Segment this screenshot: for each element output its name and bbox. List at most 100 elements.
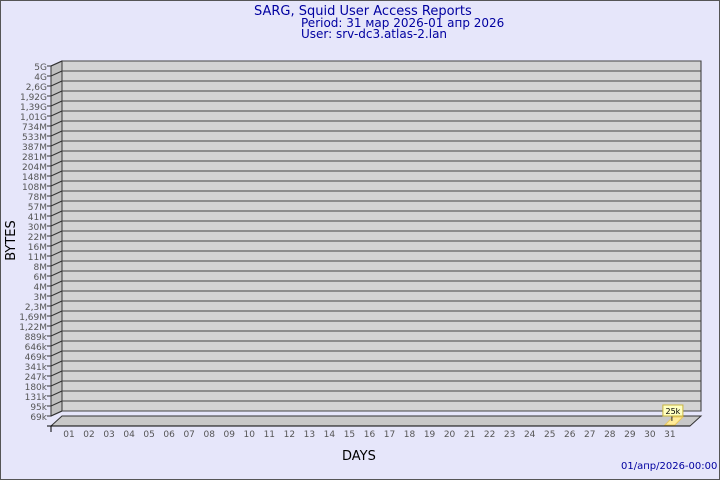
gridline-depth bbox=[50, 150, 63, 157]
gridline-depth bbox=[50, 200, 63, 207]
y-tick-label: 2,3M bbox=[25, 303, 47, 313]
y-tick-label: 78M bbox=[28, 193, 47, 203]
gridline-depth bbox=[50, 290, 63, 297]
gridline-depth bbox=[50, 370, 63, 377]
y-axis-label: BYTES bbox=[3, 220, 19, 261]
x-tick-label: 01 bbox=[63, 430, 74, 440]
y-tick-label: 533M bbox=[22, 133, 47, 143]
gridline-depth bbox=[50, 80, 63, 87]
y-tick-label: 1,69M bbox=[19, 313, 47, 323]
gridline-depth bbox=[50, 260, 63, 267]
gridline-depth bbox=[50, 110, 63, 117]
x-tick-label: 15 bbox=[344, 430, 355, 440]
gridline-depth bbox=[50, 170, 63, 177]
gridline-depth bbox=[50, 190, 63, 197]
chart-period: Period: 31 мар 2026-01 апр 2026 bbox=[301, 16, 505, 30]
x-tick-label: 05 bbox=[143, 430, 154, 440]
x-tick-label: 08 bbox=[203, 430, 215, 440]
y-tick-label: 247k bbox=[25, 373, 48, 383]
y-tick-label: 180k bbox=[25, 383, 48, 393]
y-tick-label: 22M bbox=[28, 233, 47, 243]
y-tick-label: 281M bbox=[22, 153, 47, 163]
y-tick-label: 5G bbox=[34, 63, 47, 73]
gridline-depth bbox=[50, 230, 63, 237]
gridline-depth bbox=[50, 60, 63, 67]
footer-timestamp: 01/апр/2026-00:00 bbox=[621, 461, 718, 472]
x-tick-label: 20 bbox=[444, 430, 456, 440]
y-tick-label: 2,6G bbox=[26, 83, 47, 93]
x-tick-label: 07 bbox=[183, 430, 194, 440]
x-tick-label: 27 bbox=[584, 430, 595, 440]
x-tick-label: 11 bbox=[264, 430, 275, 440]
y-tick-label: 95k bbox=[30, 403, 47, 413]
gridline-depth bbox=[50, 310, 63, 317]
x-tick-label: 18 bbox=[404, 430, 416, 440]
y-tick-label: 8M bbox=[34, 263, 48, 273]
gridline-depth bbox=[50, 360, 63, 367]
x-tick-label: 23 bbox=[504, 430, 515, 440]
gridline-depth bbox=[50, 220, 63, 227]
x-tick-label: 04 bbox=[123, 430, 135, 440]
y-tick-label: 387M bbox=[22, 143, 47, 153]
x-tick-label: 19 bbox=[424, 430, 436, 440]
back-panel bbox=[61, 60, 702, 412]
x-tick-label: 13 bbox=[304, 430, 315, 440]
x-tick-label: 17 bbox=[384, 430, 395, 440]
x-tick-label: 06 bbox=[163, 430, 175, 440]
gridline-depth bbox=[50, 410, 63, 417]
x-tick-label: 29 bbox=[624, 430, 636, 440]
x-tick-label: 26 bbox=[564, 430, 576, 440]
y-tick-label: 341k bbox=[25, 363, 48, 373]
gridline-depth bbox=[50, 70, 63, 77]
bar-label-box bbox=[662, 404, 684, 417]
x-tick-label: 02 bbox=[83, 430, 94, 440]
x-tick-label: 10 bbox=[244, 430, 256, 440]
gridline-depth bbox=[50, 400, 63, 407]
y-tick-label: 148M bbox=[22, 173, 47, 183]
x-tick-label: 30 bbox=[644, 430, 656, 440]
y-tick-label: 69k bbox=[30, 413, 47, 423]
gridline-depth bbox=[50, 280, 63, 287]
gridline-depth bbox=[50, 90, 63, 97]
y-tick-label: 734M bbox=[22, 123, 47, 133]
gridline-depth bbox=[50, 160, 63, 167]
y-tick-label: 1,92G bbox=[20, 93, 47, 103]
y-tick-label: 469k bbox=[25, 353, 48, 363]
x-tick-label: 09 bbox=[224, 430, 236, 440]
gridline-depth bbox=[50, 120, 63, 127]
gridline-depth bbox=[50, 240, 63, 247]
chart-title: SARG, Squid User Access Reports bbox=[254, 4, 472, 19]
x-tick-label: 16 bbox=[364, 430, 376, 440]
y-tick-label: 131k bbox=[25, 393, 48, 403]
x-tick-label: 22 bbox=[484, 430, 495, 440]
y-tick-label: 3M bbox=[34, 293, 48, 303]
x-tick-label: 25 bbox=[544, 430, 555, 440]
x-tick-label: 31 bbox=[664, 430, 675, 440]
y-tick-label: 57M bbox=[28, 203, 47, 213]
y-tick-label: 16M bbox=[28, 243, 47, 253]
gridline-depth bbox=[50, 350, 63, 357]
gridline-depth bbox=[50, 130, 63, 137]
gridline-depth bbox=[50, 390, 63, 397]
y-tick-label: 1,22M bbox=[19, 323, 47, 333]
bar-label: 25k bbox=[665, 407, 680, 416]
gridline-depth bbox=[50, 250, 63, 257]
gridline-depth bbox=[50, 100, 63, 107]
y-tick-label: 1,01G bbox=[20, 113, 47, 123]
left-wall bbox=[50, 60, 63, 417]
gridline-depth bbox=[50, 320, 63, 327]
gridline-depth bbox=[50, 340, 63, 347]
y-tick-label: 108M bbox=[22, 183, 47, 193]
gridline-depth bbox=[50, 180, 63, 187]
gridline-depth bbox=[50, 300, 63, 307]
y-tick-label: 30M bbox=[28, 223, 47, 233]
y-tick-label: 11M bbox=[28, 253, 47, 263]
chart-user: User: srv-dc3.atlas-2.lan bbox=[301, 27, 448, 41]
x-axis-label: DAYS bbox=[342, 449, 376, 464]
gridline-depth bbox=[50, 330, 63, 337]
floor bbox=[49, 415, 703, 427]
x-tick-label: 28 bbox=[604, 430, 616, 440]
x-tick-label: 03 bbox=[103, 430, 114, 440]
